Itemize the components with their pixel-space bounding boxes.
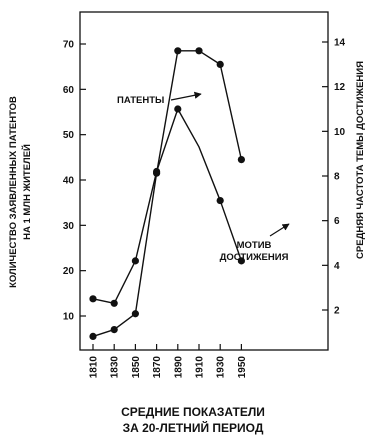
left-tick-label: 20 (63, 266, 75, 277)
data-point-achievement-motive (131, 257, 139, 265)
left-axis: 10 20 30 40 50 60 70 (63, 40, 86, 323)
x-tick-label: 1930 (216, 356, 227, 379)
data-point-patents (174, 47, 182, 55)
x-tick-label: 1890 (173, 356, 184, 379)
data-point-achievement-motive (110, 299, 118, 307)
motive-annotation-line-2: ДОСТИЖЕНИЯ (220, 252, 289, 263)
data-point-patents (237, 156, 245, 164)
series-line-patents (92, 50, 243, 338)
data-point-patents (131, 310, 139, 318)
x-tick-label: 1910 (195, 356, 206, 379)
data-point-patents (89, 332, 97, 340)
x-tick-label: 1870 (152, 356, 163, 379)
data-point-achievement-motive (89, 295, 97, 303)
x-axis-title-line-1: СРЕДНИЕ ПОКАЗАТЕЛИ (121, 405, 265, 419)
data-point-achievement-motive (174, 105, 182, 113)
left-tick-label: 70 (63, 40, 75, 51)
x-tick-label: 1850 (131, 356, 142, 379)
left-tick-label: 40 (63, 176, 75, 187)
plot-frame (79, 11, 329, 351)
series-line-achievement-motive (92, 108, 243, 304)
series-layer (89, 47, 245, 340)
data-point-patents (110, 326, 118, 334)
x-axis-title-line-2: ЗА 20-ЛЕТНИЙ ПЕРИОД (123, 420, 264, 435)
right-tick-label: 8 (334, 172, 340, 183)
right-axis: 2 4 6 8 10 12 14 (322, 38, 346, 317)
right-tick-label: 2 (334, 306, 340, 317)
left-tick-label: 10 (63, 312, 75, 323)
patents-annotation: ПАТЕНТЫ (117, 95, 164, 106)
right-tick-label: 6 (334, 216, 340, 227)
x-tick-label: 1830 (110, 356, 121, 379)
x-axis: 1810 1830 1850 1870 1890 1910 1930 1950 (89, 344, 248, 378)
left-axis-title-line-2: НА 1 МЛН ЖИТЕЛЕЙ (21, 144, 33, 240)
right-tick-label: 14 (334, 38, 346, 49)
right-tick-label: 12 (334, 82, 346, 93)
patents-arrow (170, 91, 202, 101)
right-tick-label: 10 (334, 127, 346, 138)
data-point-patents (216, 60, 224, 68)
left-tick-label: 60 (63, 85, 75, 96)
data-point-achievement-motive (237, 257, 245, 265)
x-tick-label: 1810 (89, 356, 100, 379)
right-tick-label: 4 (334, 261, 340, 272)
left-tick-label: 50 (63, 130, 75, 141)
motive-annotation-line-1: МОТИВ (237, 240, 272, 251)
motive-arrow (269, 223, 290, 237)
x-tick-label: 1950 (237, 356, 248, 379)
data-point-achievement-motive (216, 196, 224, 205)
left-tick-label: 30 (63, 221, 75, 232)
data-point-patents (195, 47, 203, 55)
plot-border (79, 11, 329, 351)
left-axis-title-line-1: КОЛИЧЕСТВО ЗАЯВЛЕННЫХ ПАТЕНТОВ (8, 96, 19, 288)
data-point-achievement-motive (153, 167, 161, 176)
right-axis-title: СРЕДНЯЯ ЧАСТОТА ТЕМЫ ДОСТИЖЕНИЯ (355, 61, 366, 259)
